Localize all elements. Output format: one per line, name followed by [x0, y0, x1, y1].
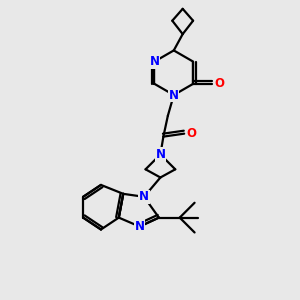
Text: N: N	[155, 148, 165, 161]
Text: N: N	[139, 190, 149, 203]
Text: O: O	[215, 77, 225, 90]
Text: N: N	[135, 220, 145, 233]
Text: N: N	[169, 88, 179, 101]
Text: O: O	[187, 127, 196, 140]
Text: N: N	[149, 55, 160, 68]
